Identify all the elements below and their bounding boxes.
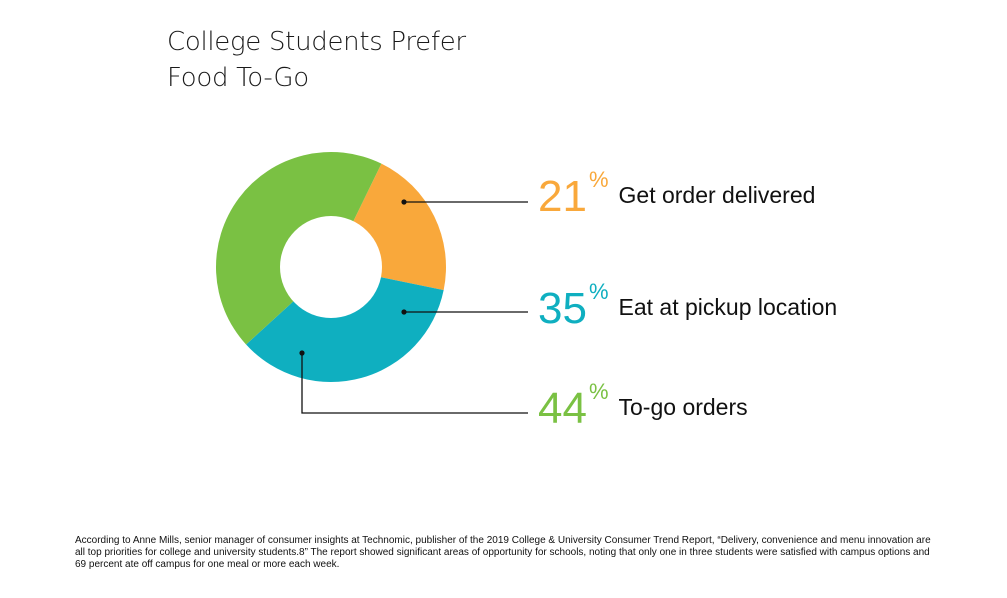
chart-title-line-2: Food To-Go [167, 63, 309, 93]
leader-line-togo [301, 353, 528, 414]
chart-title: College Students Prefer Food To-Go [167, 24, 466, 96]
leader-lines [299, 199, 528, 414]
label-togo-percent-sign: % [588, 379, 609, 404]
label-togo: 44 % To-go orders [538, 381, 748, 433]
label-pickup-percent-sign: % [588, 279, 609, 304]
footnote: According to Anne Mills, senior manager … [75, 535, 931, 570]
label-delivered-value: 21 [538, 172, 587, 221]
label-delivered: 21 % Get order delivered [538, 169, 816, 221]
donut-hole [280, 216, 382, 318]
label-togo-text: To-go orders [618, 394, 748, 420]
label-togo-value: 44 [538, 384, 587, 433]
chart-title-line-1: College Students Prefer [167, 27, 466, 57]
label-delivered-text: Get order delivered [618, 182, 816, 208]
slice-eat-at-pickup-location [246, 267, 444, 382]
leader-dot-togo [299, 350, 305, 356]
label-delivered-percent-sign: % [588, 167, 609, 192]
label-pickup-text: Eat at pickup location [618, 294, 838, 320]
label-pickup: 35 % Eat at pickup location [538, 281, 838, 333]
label-pickup-value: 35 [538, 284, 587, 333]
leader-dot-pickup [401, 309, 407, 315]
leader-dot-delivered [401, 199, 407, 205]
